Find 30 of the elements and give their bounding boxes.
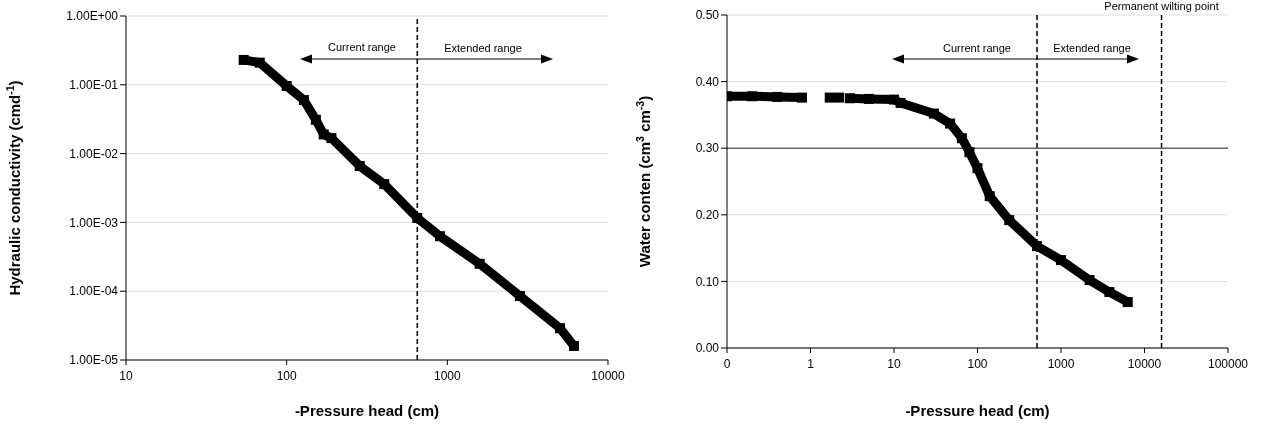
y-tick-label: 1.00E+00 <box>66 9 119 24</box>
annotation: Extended range <box>1053 42 1131 54</box>
x-axis-title: -Pressure head (cm) <box>905 402 1050 419</box>
y-tick-label: 1.00E-05 <box>69 353 119 368</box>
y-tick-label: 1.00E-01 <box>69 78 119 93</box>
x-tick-label: 10000 <box>1127 356 1162 371</box>
x-tick-label: 1000 <box>433 368 461 383</box>
y-tick-label: 0.20 <box>695 208 720 223</box>
y-tick-label: 1.00E-02 <box>69 146 119 161</box>
x-tick-label: 10 <box>887 356 901 371</box>
y-tick-label: 0.10 <box>695 274 720 289</box>
y-tick-label: 1.00E-03 <box>69 215 119 230</box>
x-tick-label: 10 <box>119 368 133 383</box>
x-tick-label: 10000 <box>591 368 626 383</box>
y-tick-label: 1.00E-04 <box>69 284 119 299</box>
x-tick-label: 100 <box>967 356 988 371</box>
x-tick-label: 100 <box>276 368 297 383</box>
x-tick-label: 1000 <box>1047 356 1075 371</box>
x-tick-label: 0 <box>723 356 731 371</box>
x-tick-label: 100000 <box>1207 356 1249 371</box>
x-tick-label: 1 <box>807 356 815 371</box>
y-tick-label: 0.30 <box>695 141 720 156</box>
annotation: Current range <box>328 41 396 53</box>
x-axis-title: -Pressure head (cm) <box>294 402 440 419</box>
annotation: Current range <box>943 42 1011 54</box>
y-tick-label: 0.50 <box>695 8 720 23</box>
ref-line-label: Permanent wilting point <box>1104 0 1219 12</box>
annotation: Extended range <box>444 42 522 54</box>
y-tick-label: 0.40 <box>695 74 720 89</box>
y-tick-label: 0.00 <box>695 341 720 356</box>
